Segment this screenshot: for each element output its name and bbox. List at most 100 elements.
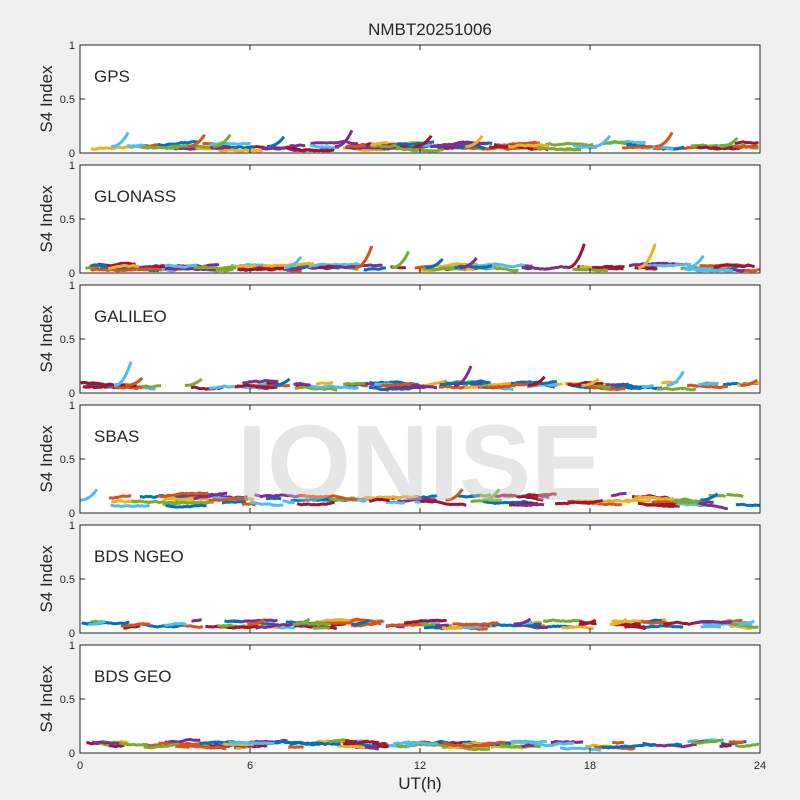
figure-title: NMBT20251006 [368, 20, 492, 39]
s4-trace [545, 141, 594, 147]
s4-trace [643, 262, 692, 268]
s4-trace [337, 744, 365, 749]
data-points [81, 617, 759, 631]
s4-trace [376, 744, 390, 749]
s4-trace [439, 379, 492, 387]
s4-spike [567, 243, 586, 270]
s4-trace [410, 383, 427, 389]
s4-trace [611, 740, 625, 745]
s4-trace [637, 501, 676, 507]
s4-trace [363, 266, 387, 272]
s4-trace [696, 500, 728, 511]
s4-spike [391, 250, 411, 270]
s4-trace [385, 623, 422, 628]
data-points [90, 129, 759, 153]
s4-spike [414, 134, 433, 148]
panel-gps: 0 0.5 1 GPS S4 Index [37, 40, 761, 160]
y-tick-label: 1 [69, 40, 75, 52]
s4-trace [464, 385, 479, 389]
s4-trace [162, 496, 195, 502]
s4-trace [591, 264, 625, 270]
y-tick-label: 0.5 [60, 574, 75, 586]
panel-sbas: 0 0.5 1 SBAS S4 Index [37, 400, 761, 520]
s4-trace [164, 737, 201, 744]
s4-trace [110, 503, 151, 509]
s4-trace [697, 145, 734, 151]
s4-trace [734, 742, 760, 748]
s4-trace [634, 265, 657, 270]
panel-label: SBAS [94, 427, 139, 446]
s4-trace [525, 492, 557, 498]
s4-trace [342, 381, 366, 386]
y-tick-label: 0 [69, 628, 75, 640]
s4-trace [288, 745, 304, 749]
s4-spike [284, 255, 303, 270]
s4-trace [249, 500, 263, 506]
s4-trace [434, 623, 450, 628]
s4-trace [497, 140, 541, 148]
y-tick-label: 0.5 [60, 334, 75, 346]
s4-trace [457, 494, 481, 499]
s4-trace [514, 502, 545, 508]
y-axis-label: S4 Index [37, 425, 56, 493]
panel-galileo: 0 0.5 1 GALILEO S4 Index [37, 280, 761, 400]
s4-spike [354, 245, 374, 270]
panel-glonass: 0 0.5 1 GLONASS S4 Index [37, 160, 761, 280]
s4-trace [370, 141, 389, 147]
s4-trace [294, 385, 338, 392]
s4-trace [182, 623, 204, 629]
x-axis-label: UT(h) [398, 774, 441, 793]
s4-trace [641, 384, 654, 389]
s4-spike [187, 133, 206, 148]
s4-trace [165, 503, 207, 509]
panel-label: GALILEO [94, 307, 167, 326]
s4-trace [286, 146, 335, 153]
s4-trace [108, 494, 132, 500]
s4-spike [578, 618, 597, 626]
s4-trace [307, 384, 359, 390]
plot-area [80, 645, 760, 753]
s4-trace [193, 265, 237, 271]
s4-trace [237, 266, 288, 272]
s4-trace [567, 380, 604, 387]
s4-trace [381, 382, 416, 388]
s4-spike [592, 134, 612, 148]
s4-trace [272, 740, 322, 746]
s4-trace [300, 493, 358, 502]
s4-spike [267, 135, 286, 148]
y-tick-label: 1 [69, 280, 75, 292]
s4-trace [726, 493, 744, 498]
s4-trace [470, 262, 526, 269]
s4-spike [88, 619, 107, 626]
s4-trace [346, 144, 367, 149]
s4-trace [90, 146, 117, 151]
s4-trace [491, 493, 544, 502]
s4-trace [554, 499, 603, 506]
s4-spike [335, 129, 354, 148]
s4-trace [393, 740, 417, 746]
s4-spike [666, 370, 685, 387]
s4-trace [263, 261, 315, 268]
s4-spike [272, 377, 291, 387]
s4-trace [734, 140, 759, 145]
s4-trace [143, 742, 180, 750]
s4-trace [242, 379, 279, 385]
s4-spike [700, 492, 719, 502]
y-axis-label: S4 Index [37, 305, 56, 373]
s4-spike [184, 377, 203, 387]
s4-spike [454, 365, 473, 387]
s4-trace [82, 384, 108, 389]
s4-trace [656, 386, 697, 392]
s4-trace [419, 499, 467, 507]
s4-spike [425, 257, 444, 270]
s4-trace [499, 744, 541, 749]
watermark: IONISE [237, 402, 603, 523]
s4-trace [610, 491, 627, 498]
s4-trace [356, 743, 381, 749]
y-tick-label: 0 [69, 268, 75, 280]
s4-spike [527, 375, 546, 387]
s4-trace [191, 618, 202, 623]
s4-trace [108, 264, 139, 271]
s4-spike [465, 134, 484, 148]
panel-label: BDS GEO [94, 667, 171, 686]
